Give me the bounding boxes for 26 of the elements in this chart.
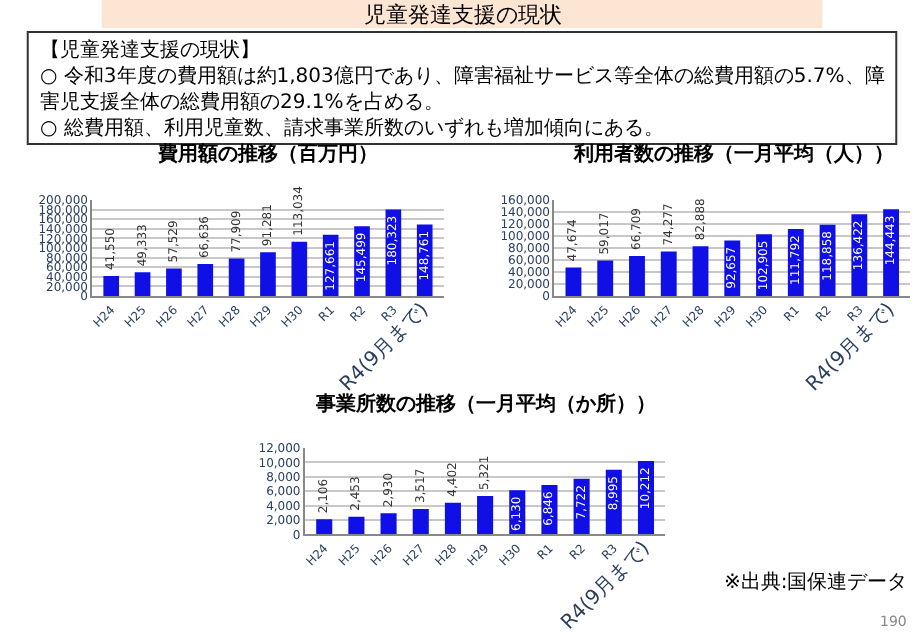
bar: [103, 276, 120, 296]
bar: [597, 260, 614, 296]
bar: [380, 513, 397, 535]
bar: [660, 251, 677, 296]
chart-title: 事業所数の推移（一月平均（か所））: [314, 392, 656, 416]
bar: [291, 241, 308, 296]
bar: [477, 496, 494, 535]
bar: [197, 264, 214, 296]
bar: [692, 246, 709, 296]
bar: [134, 272, 151, 296]
bar: [412, 509, 429, 535]
bar: [444, 502, 461, 535]
chart-title: 費用額の推移（百万円）: [156, 142, 378, 166]
bar: [316, 519, 333, 535]
bar: [565, 267, 582, 296]
text: 【児童発達支援の現状】: [40, 38, 260, 62]
bar: [228, 258, 245, 296]
chart-title: 利用者数の推移（一月平均（人））: [572, 142, 894, 166]
text: ※出典:国保連データ: [724, 570, 908, 594]
bar: [166, 268, 182, 296]
bar: [260, 252, 276, 296]
text: ○ 令和3年度の費用額は約1,803億円であり、障害福祉サービス等全体の総費用額の5.7%、障害児支援全体の総費用額の29.1%を占める。: [40, 64, 885, 114]
text: ○ 総費用額、利用児童数、請求事業所数のいずれも増加傾向にある。: [40, 116, 664, 140]
text: 児童発達支援の現状: [364, 2, 562, 28]
bar: [348, 516, 365, 535]
bar: [629, 255, 645, 296]
